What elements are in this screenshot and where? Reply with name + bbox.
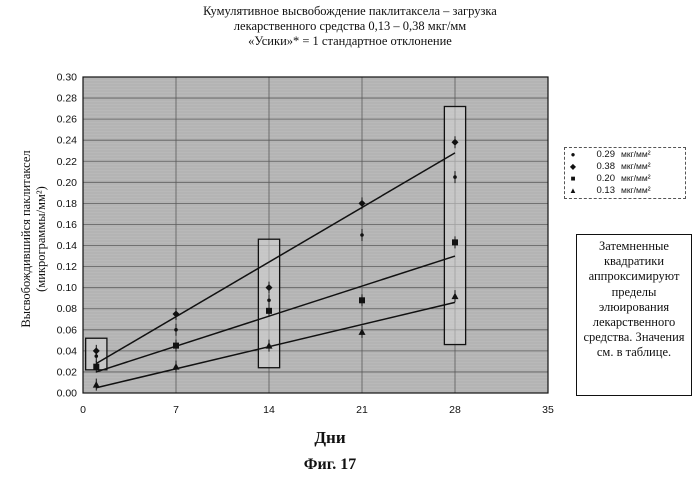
legend-series-name: 0.38 (596, 160, 616, 172)
data-point (451, 292, 459, 300)
legend-entry: ◆ 0.38 мкг/мм² (565, 160, 685, 172)
x-tick-label: 21 (356, 404, 368, 416)
data-point (172, 363, 180, 370)
data-point (92, 381, 100, 388)
chart-title: Кумулятивное высвобождение паклитаксела … (180, 4, 520, 49)
x-tick-label: 35 (542, 404, 554, 416)
annotation-note: Затемненные квадратики аппроксимируют пр… (576, 234, 692, 396)
y-tick-label: 0.30 (57, 72, 78, 84)
trend-line (96, 301, 456, 389)
x-tick-label: 0 (80, 404, 86, 416)
x-tick-label: 7 (173, 404, 179, 416)
y-tick-label: 0.18 (57, 198, 78, 210)
y-tick-label: 0.28 (57, 93, 78, 105)
trend-line (96, 255, 456, 373)
legend-series-unit: мкг/мм² (621, 161, 651, 171)
square-marker-icon: ■ (570, 173, 576, 183)
data-point (172, 310, 180, 318)
x-tick-label: 14 (263, 404, 275, 416)
y-tick-label: 0.16 (57, 219, 78, 231)
triangle-marker-icon: ▲ (569, 185, 577, 195)
data-point (360, 233, 364, 237)
y-tick-label: 0.04 (57, 345, 78, 357)
diamond-marker-icon: ◆ (569, 161, 577, 171)
y-tick-label: 0.20 (57, 177, 78, 189)
data-point (267, 298, 271, 303)
data-point (452, 239, 458, 246)
legend-series-unit: мкг/мм² (621, 149, 651, 159)
legend-entry: ▲ 0.13 мкг/мм² (565, 184, 685, 196)
y-tick-label: 0.00 (57, 388, 78, 400)
plot-frame (82, 76, 549, 394)
title-line-3: «Усики»* = 1 стандартное отклонение (248, 34, 452, 48)
y-tick-label: 0.10 (57, 282, 78, 294)
data-point (358, 199, 366, 207)
title-line-1: Кумулятивное высвобождение паклитаксела … (203, 4, 497, 18)
y-tick-label: 0.02 (57, 366, 78, 378)
data-point (451, 138, 459, 146)
y-tick-label: 0.06 (57, 324, 78, 336)
y-tick-label: 0.26 (57, 114, 78, 126)
data-point (358, 328, 366, 335)
legend-entry: ● 0.29 мкг/мм² (565, 148, 685, 160)
data-point (92, 347, 100, 355)
legend-series-name: 0.20 (596, 172, 616, 184)
legend-series-name: 0.13 (596, 184, 616, 196)
legend: ● 0.29 мкг/мм² ◆ 0.38 мкг/мм² ■ 0.20 мкг… (564, 147, 686, 199)
y-tick-label: 0.14 (57, 240, 78, 252)
y-tick-label: 0.08 (57, 303, 78, 315)
figure-caption: Фиг. 17 (303, 456, 357, 473)
data-point (265, 342, 273, 349)
title-line-2: лекарственного средства 0,13 – 0,38 мкг/… (233, 19, 467, 33)
x-tick-label: 28 (449, 404, 461, 416)
legend-series-unit: мкг/мм² (621, 173, 651, 183)
y-tick-label: 0.24 (57, 135, 78, 147)
y-tick-label: 0.22 (57, 156, 78, 168)
data-point (359, 297, 365, 304)
elution-box (443, 105, 467, 346)
x-axis-label: Дни (314, 428, 346, 447)
data-point (174, 328, 178, 332)
data-point (453, 175, 457, 179)
trend-line (95, 152, 456, 365)
data-point (265, 284, 273, 292)
data-point (266, 307, 272, 314)
y-tick-label: 0.12 (57, 261, 78, 273)
legend-entry: ■ 0.20 мкг/мм² (565, 172, 685, 184)
data-point (173, 342, 179, 349)
data-point (93, 363, 100, 370)
dot-marker-icon: ● (570, 149, 576, 159)
legend-series-unit: мкг/мм² (621, 185, 651, 195)
legend-series-name: 0.29 (596, 148, 616, 160)
